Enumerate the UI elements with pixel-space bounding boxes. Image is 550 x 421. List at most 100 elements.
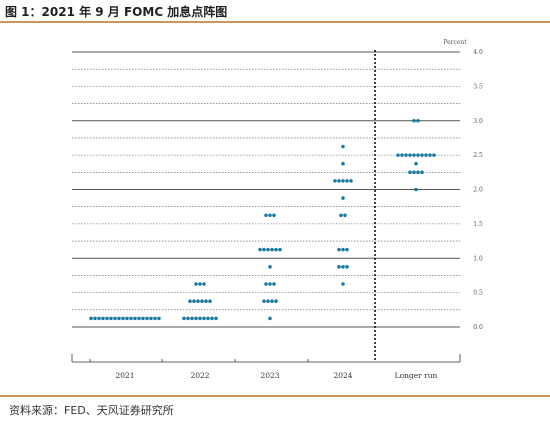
participant-dot xyxy=(341,265,345,269)
participant-dot xyxy=(101,316,105,321)
participant-dot xyxy=(188,299,192,304)
participant-dot xyxy=(202,282,206,286)
y-tick-label: 0.0 xyxy=(473,324,483,331)
top-rule xyxy=(0,21,550,23)
participant-dot xyxy=(400,153,404,157)
x-tick-label: 2023 xyxy=(260,371,279,380)
participant-dot xyxy=(416,118,420,123)
participant-dot xyxy=(416,153,420,157)
participant-dot xyxy=(272,282,276,286)
participant-dot xyxy=(125,316,129,321)
participant-dot xyxy=(121,316,125,321)
participant-dot xyxy=(204,299,208,304)
participant-dot xyxy=(274,247,278,252)
participant-dot xyxy=(266,247,270,252)
y-axis-unit: Percent xyxy=(443,39,467,46)
participant-dot xyxy=(343,213,347,218)
participant-dot xyxy=(420,170,424,175)
dot-plot-chart: 0.0 0.5 1.0 1.5 2.0 2.5 3.0 3.5 4.0 Percent 2021 20… xyxy=(71,39,483,380)
participant-dot xyxy=(258,247,262,252)
participant-dot xyxy=(153,316,157,321)
participant-dot xyxy=(432,153,436,157)
participant-dot xyxy=(149,316,153,321)
participant-dot xyxy=(341,161,345,166)
participant-dot xyxy=(420,153,424,157)
participant-dot xyxy=(133,316,137,321)
bottom-rule xyxy=(0,395,550,397)
participant-dot xyxy=(414,187,418,192)
figure-title: 图 1：2021 年 9 月 FOMC 加息点阵图 xyxy=(5,5,228,19)
y-tick-label: 4.0 xyxy=(473,49,483,56)
participant-dot xyxy=(196,299,200,304)
participant-dot xyxy=(113,316,117,321)
participant-dot xyxy=(345,179,349,183)
participant-dot xyxy=(105,316,109,321)
participant-dot xyxy=(270,299,274,304)
participant-dot xyxy=(268,282,272,286)
participant-dot xyxy=(194,282,198,286)
participant-dot xyxy=(137,316,141,321)
participant-dot xyxy=(198,316,202,321)
x-tick-label: 2024 xyxy=(333,371,352,380)
participant-dot xyxy=(268,213,272,218)
participant-dot xyxy=(186,316,190,321)
participant-dot xyxy=(404,153,408,157)
participant-dot xyxy=(198,282,202,286)
participant-dot xyxy=(192,299,196,304)
participant-dot xyxy=(341,144,345,149)
x-tick-label: 2021 xyxy=(115,371,134,380)
participant-dot xyxy=(214,316,218,321)
participant-dot xyxy=(268,316,272,321)
y-tick-label: 2.0 xyxy=(473,187,483,194)
participant-dot xyxy=(345,247,349,252)
participant-dot xyxy=(109,316,113,321)
participant-dot xyxy=(341,179,345,183)
participant-dot xyxy=(206,316,210,321)
participant-dot xyxy=(202,316,206,321)
x-tick-label: 2022 xyxy=(190,371,209,380)
participant-dot xyxy=(117,316,121,321)
participant-dot xyxy=(208,299,212,304)
participant-dot xyxy=(341,282,345,286)
participant-dot xyxy=(145,316,149,321)
y-tick-label: 2.5 xyxy=(473,152,483,159)
participant-dot xyxy=(266,299,270,304)
participant-dot xyxy=(349,179,353,183)
participant-dot xyxy=(190,316,194,321)
participant-dot xyxy=(200,299,204,304)
participant-dot xyxy=(408,170,412,175)
participant-dot xyxy=(93,316,97,321)
participant-dot xyxy=(194,316,198,321)
participant-dot xyxy=(268,265,272,269)
y-tick-label: 1.5 xyxy=(473,221,483,228)
y-tick-label: 0.5 xyxy=(473,290,483,297)
x-tick-label: Longer run xyxy=(395,371,438,380)
participant-dot xyxy=(341,247,345,252)
participant-dot xyxy=(270,247,274,252)
participant-dot xyxy=(272,213,276,218)
participant-dot xyxy=(341,196,345,200)
participant-dot xyxy=(262,247,266,252)
participant-dot xyxy=(396,153,400,157)
y-tick-label: 1.0 xyxy=(473,255,483,262)
participant-dot xyxy=(337,265,341,269)
participant-dot xyxy=(412,118,416,123)
participant-dot xyxy=(345,265,349,269)
participant-dot xyxy=(412,170,416,175)
participant-dot xyxy=(416,170,420,175)
source-note: 资料来源：FED、天风证券研究所 xyxy=(9,404,174,417)
y-tick-label: 3.5 xyxy=(473,83,483,90)
participant-dot xyxy=(274,299,278,304)
participant-dot xyxy=(97,316,101,321)
y-tick-label: 3.0 xyxy=(473,118,483,125)
participant-dot xyxy=(157,316,161,321)
participant-dot xyxy=(339,213,343,218)
participant-dot xyxy=(89,316,93,321)
participant-dot xyxy=(414,161,418,166)
participant-dot xyxy=(337,179,341,183)
participant-dot xyxy=(412,153,416,157)
participant-dot xyxy=(264,282,268,286)
participant-dot xyxy=(262,299,266,304)
participant-dot xyxy=(278,247,282,252)
participant-dot xyxy=(182,316,186,321)
